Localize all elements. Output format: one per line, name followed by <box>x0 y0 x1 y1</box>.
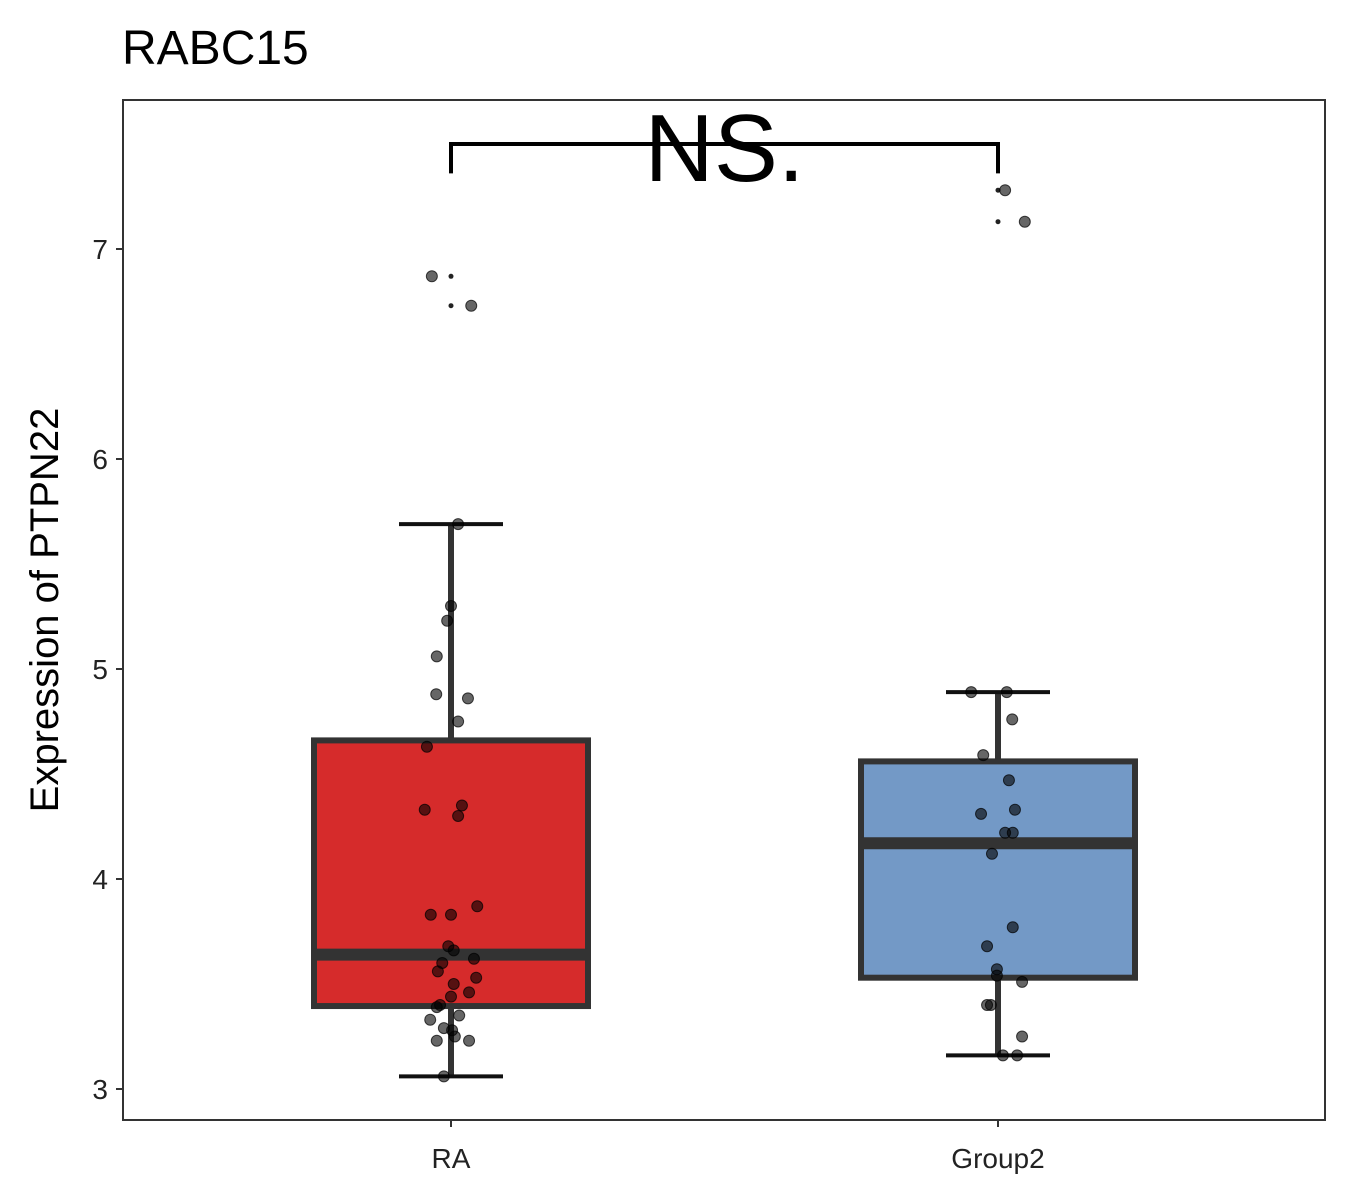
jitter-point <box>999 184 1012 197</box>
jitter-point <box>463 986 476 999</box>
jitter-point <box>441 614 454 627</box>
jitter-point <box>437 1070 450 1083</box>
jitter-point <box>1000 686 1013 699</box>
jitter-point <box>470 971 483 984</box>
significance-label: NS. <box>644 95 804 202</box>
jitter-point <box>1016 1030 1029 1043</box>
jitter-point <box>1006 826 1019 839</box>
x-tick-label: Group2 <box>951 1143 1044 1174</box>
jitter-point <box>461 692 474 705</box>
jitter-point <box>425 270 438 283</box>
jitter-point <box>1016 975 1029 988</box>
jitter-point <box>1006 713 1019 726</box>
panel-border <box>122 99 1326 1121</box>
jitter-point <box>431 965 444 978</box>
jitter-point <box>452 810 465 822</box>
significance-bracket <box>449 142 1000 174</box>
box-Group2 <box>858 758 1138 981</box>
jitter-point <box>445 908 457 921</box>
jitter-point <box>430 1001 443 1014</box>
jitter-point <box>424 908 437 921</box>
jitter-point <box>985 847 998 860</box>
jitter-point <box>448 1030 461 1043</box>
jitter-point <box>453 1009 466 1022</box>
jitter-point <box>1011 1049 1024 1062</box>
jitter-point <box>996 1049 1009 1062</box>
x-tick-label: RA <box>432 1143 471 1174</box>
jitter-point <box>1008 803 1021 816</box>
outlier-point <box>448 303 454 309</box>
y-tick-label: 6 <box>92 444 108 475</box>
jitter-point <box>965 686 978 699</box>
jitter-point <box>981 999 994 1011</box>
jitter-point <box>977 749 990 762</box>
box-RA <box>311 737 591 1010</box>
jitter-point <box>1006 921 1019 934</box>
chart-title: RABC15 <box>122 22 309 75</box>
outlier-point <box>995 219 1001 225</box>
jitter-point <box>1018 215 1031 228</box>
jitter-point <box>424 1013 437 1026</box>
jitter-point <box>430 650 443 663</box>
jitter-point <box>455 799 468 812</box>
jitter-point <box>1002 774 1015 787</box>
jitter-point <box>990 969 1003 982</box>
jitter-point <box>452 715 465 728</box>
jitter-point <box>447 944 460 957</box>
y-tick-label: 5 <box>92 654 108 685</box>
y-tick-label: 4 <box>92 864 108 895</box>
jitter-point <box>465 299 478 312</box>
jitter-point <box>420 740 433 753</box>
y-axis-label: Expression of PTPN22 <box>23 408 67 813</box>
jitter-point <box>975 807 988 820</box>
jitter-point <box>452 518 465 531</box>
jitter-point <box>447 978 460 990</box>
jitter-point <box>467 952 480 965</box>
outlier-point <box>448 273 454 279</box>
jitter-point <box>445 990 457 1003</box>
jitter-point <box>463 1034 476 1047</box>
jitter-point <box>430 1034 443 1047</box>
jitter-point <box>430 688 443 701</box>
y-tick-label: 3 <box>92 1074 108 1105</box>
jitter-point <box>981 940 994 953</box>
y-tick-label: 7 <box>92 234 108 265</box>
jitter-point <box>445 600 457 612</box>
jitter-point <box>471 900 484 913</box>
jitter-point <box>418 803 431 816</box>
